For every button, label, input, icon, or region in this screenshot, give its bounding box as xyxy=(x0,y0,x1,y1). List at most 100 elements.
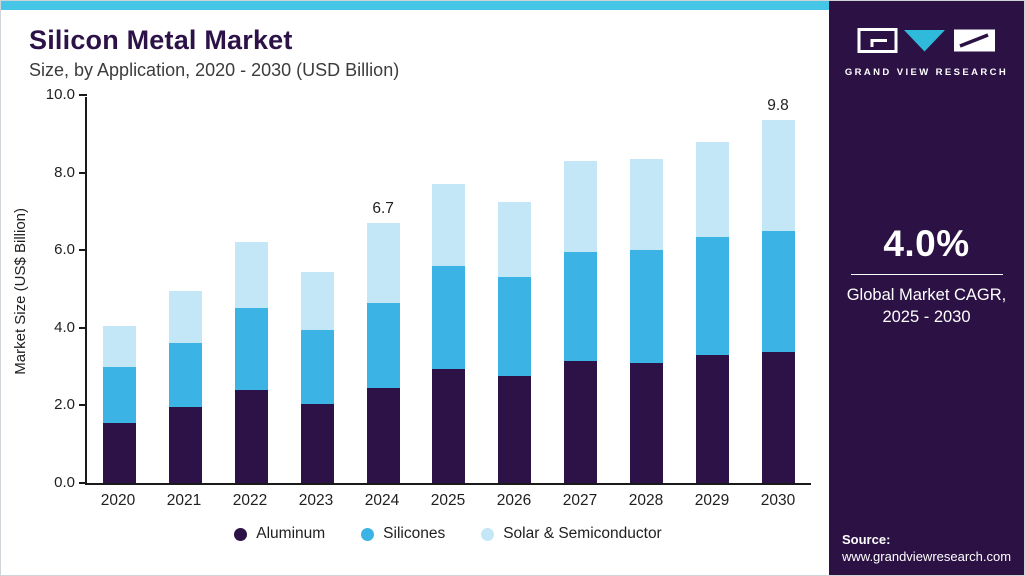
page-subtitle: Size, by Application, 2020 - 2030 (USD B… xyxy=(29,60,400,80)
x-tick-label: 2029 xyxy=(694,492,730,509)
legend-item-silicones: Silicones xyxy=(361,525,445,543)
plot-area: 0.0 2.0 4.0 6.0 8.0 10.0 6.7 9.8 xyxy=(46,86,811,491)
bar-segment-solar-semiconductor xyxy=(103,325,137,367)
brand-logo: GRAND VIEW RESEARCH xyxy=(845,27,1008,78)
legend-dot xyxy=(234,527,248,541)
y-tick-mark xyxy=(79,482,87,484)
x-tick-label: 2020 xyxy=(100,492,136,509)
bar-total-label: 6.7 xyxy=(372,200,394,218)
source-url: www.grandviewresearch.com xyxy=(842,549,1012,564)
bar-segment-aluminum xyxy=(366,387,400,483)
bar-segment-solar-semiconductor xyxy=(169,290,203,344)
bar-segment-silicones xyxy=(300,329,334,404)
chart: Market Size (US$ Billion) 0.0 2.0 4.0 6.0 8.… xyxy=(1,86,829,543)
y-tick-mark xyxy=(79,404,87,407)
source-block: Source: www.grandviewresearch.com xyxy=(842,532,1011,564)
bar-group-2025 xyxy=(416,97,482,483)
bar-group-2030: 9.8 xyxy=(745,97,811,483)
bar-segment-solar-semiconductor xyxy=(366,223,400,303)
x-tick-label: 2023 xyxy=(298,492,334,509)
sidebar: GRAND VIEW RESEARCH 4.0% Global Market C… xyxy=(829,1,1024,575)
cagr-divider xyxy=(850,274,1003,275)
bar-total-label: 9.8 xyxy=(767,97,789,114)
x-tick-label: 2026 xyxy=(496,492,532,509)
bar-group-2029 xyxy=(679,97,745,483)
y-tick-mark xyxy=(79,326,87,329)
x-tick-label: 2030 xyxy=(760,492,796,509)
grand-view-research-logo-icon xyxy=(857,28,995,53)
y-tick-label: 10.0 xyxy=(45,86,75,103)
bar-segment-silicones xyxy=(235,308,269,390)
bar-segment-solar-semiconductor xyxy=(498,201,532,278)
y-tick-mark xyxy=(79,249,87,252)
bar-segment-aluminum xyxy=(695,355,729,483)
cagr-label: Global Market CAGR, 2025 - 2030 xyxy=(829,284,1024,329)
y-tick-mark xyxy=(79,94,87,96)
bar-segment-aluminum xyxy=(300,403,334,483)
bar-group-2020 xyxy=(87,97,153,483)
cagr-label-line2: 2025 - 2030 xyxy=(882,308,971,327)
bar-group-2027 xyxy=(548,97,614,483)
bar-segment-aluminum xyxy=(103,422,137,483)
y-axis-label: Market Size (US$ Billion) xyxy=(11,207,29,375)
chart-header: Silicon Metal Market Size, by Applicatio… xyxy=(1,10,829,81)
bar-group-2028 xyxy=(614,97,680,483)
bar-segment-silicones xyxy=(366,302,400,388)
cagr-block: 4.0% Global Market CAGR, 2025 - 2030 xyxy=(829,223,1024,329)
x-axis-labels: 2020 2021 2022 2023 2024 2025 2026 2027 2028 2029… xyxy=(85,492,811,510)
page-title: Silicon Metal Market xyxy=(29,25,293,55)
brand-name: GRAND VIEW RESEARCH xyxy=(844,67,1009,78)
y-tick-label: 8.0 xyxy=(54,163,75,181)
bar-segment-solar-semiconductor xyxy=(629,159,663,251)
bar-segment-silicones xyxy=(761,231,795,352)
bar-segment-aluminum xyxy=(761,351,795,483)
bar-segment-silicones xyxy=(498,277,532,377)
bar-segment-solar-semiconductor xyxy=(300,271,334,330)
x-tick-label: 2028 xyxy=(628,492,664,509)
accent-bar xyxy=(1,1,829,10)
x-tick-label: 2025 xyxy=(430,492,466,509)
bars-row: 6.7 9.8 xyxy=(87,97,811,483)
bar-segment-silicones xyxy=(695,236,729,355)
bar-group-2022 xyxy=(219,97,285,483)
cagr-label-line1: Global Market CAGR, xyxy=(846,286,1007,304)
y-tick-label: 4.0 xyxy=(54,318,75,336)
y-tick-label: 0.0 xyxy=(54,474,75,491)
bar-segment-aluminum xyxy=(498,376,532,483)
bar-segment-silicones xyxy=(564,252,598,361)
bar-segment-solar-semiconductor xyxy=(432,184,466,266)
bar-segment-aluminum xyxy=(564,360,598,483)
chart-main: 0.0 2.0 4.0 6.0 8.0 10.0 6.7 9.8 2020 2021 2022 20… xyxy=(33,86,829,543)
bar-group-2024: 6.7 xyxy=(350,97,416,483)
legend-item-solar-semiconductor: Solar & Semiconductor xyxy=(481,525,662,543)
legend: Aluminum Silicones Solar & Semiconductor xyxy=(85,525,811,543)
x-tick-label: 2022 xyxy=(232,492,268,509)
bar-group-2026 xyxy=(482,97,548,483)
y-tick-label: 6.0 xyxy=(54,241,75,259)
cagr-value: 4.0% xyxy=(883,223,970,264)
bar-group-2023 xyxy=(284,97,350,483)
bar-segment-aluminum xyxy=(169,407,203,483)
y-tick-label: 2.0 xyxy=(54,396,75,414)
bar-segment-silicones xyxy=(432,265,466,369)
chart-panel: Silicon Metal Market Size, by Applicatio… xyxy=(1,1,829,575)
bar-segment-silicones xyxy=(103,366,137,423)
bar-segment-solar-semiconductor xyxy=(564,161,598,253)
y-tick-mark xyxy=(79,171,87,174)
bar-segment-silicones xyxy=(629,250,663,363)
y-axis-label-column: Market Size (US$ Billion) xyxy=(7,97,33,485)
legend-dot xyxy=(361,527,375,541)
bar-segment-solar-semiconductor xyxy=(695,141,729,237)
legend-label: Silicones xyxy=(383,525,446,542)
source-label: Source: xyxy=(842,532,891,547)
x-tick-label: 2021 xyxy=(166,492,202,509)
bar-segment-silicones xyxy=(169,343,203,408)
x-tick-label: 2024 xyxy=(364,492,400,509)
legend-item-aluminum: Aluminum xyxy=(234,525,325,543)
legend-label: Solar & Semiconductor xyxy=(503,525,662,542)
bar-group-2021 xyxy=(153,97,219,483)
bar-segment-aluminum xyxy=(629,362,663,483)
bar-segment-aluminum xyxy=(235,389,269,483)
legend-dot xyxy=(481,527,495,541)
